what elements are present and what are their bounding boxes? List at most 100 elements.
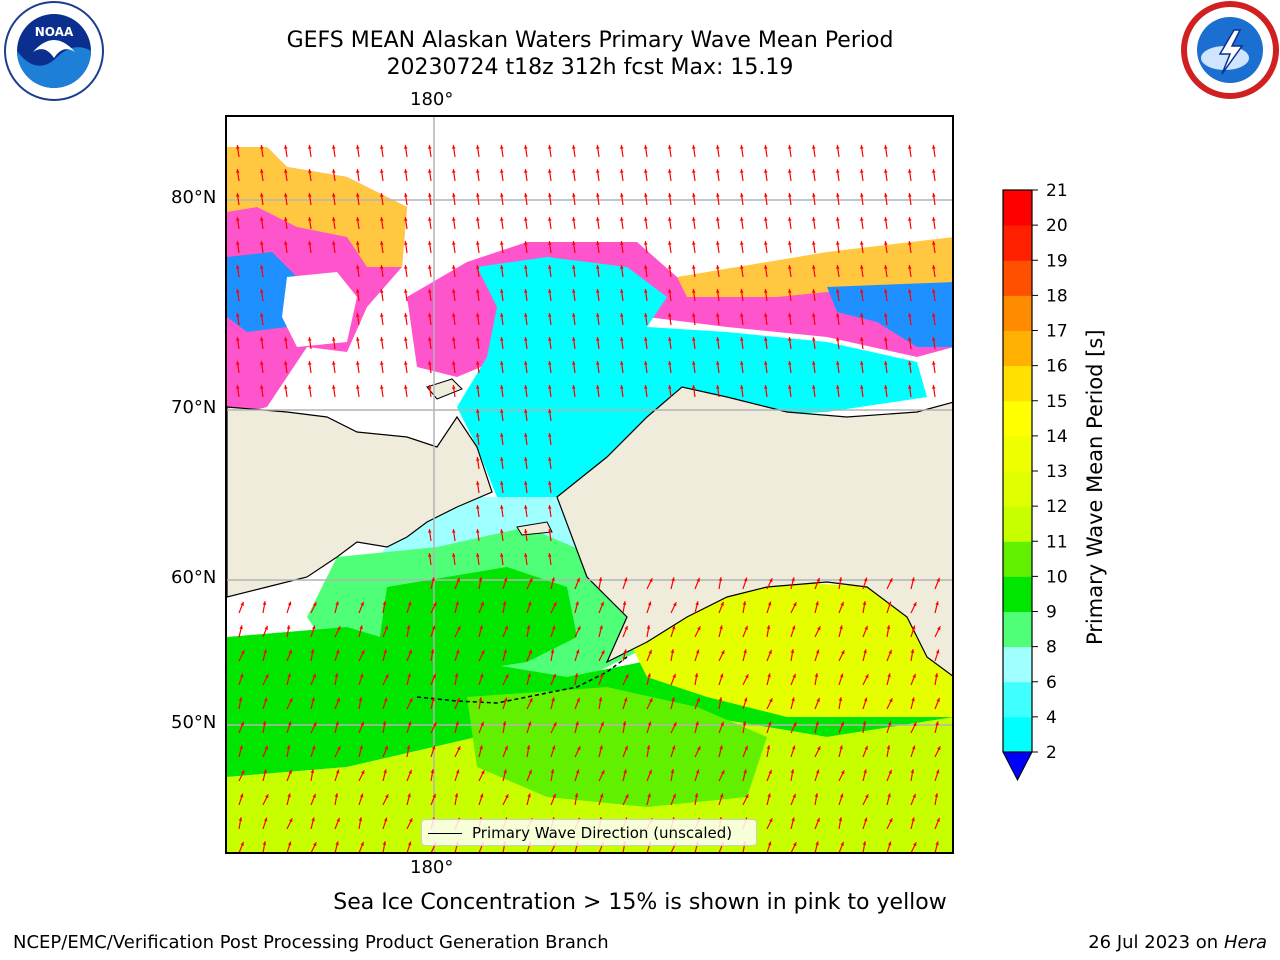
wave-arrow-head — [476, 433, 480, 437]
wave-arrow-head — [452, 289, 456, 293]
wave-arrow-head — [862, 721, 867, 726]
wave-arrow-head — [260, 241, 264, 245]
wave-arrow-head — [740, 289, 744, 293]
wave-arrow-head — [383, 649, 387, 654]
wave-arrow-head — [596, 361, 600, 365]
wave-arrow-head — [289, 698, 293, 703]
wave-arrow-head — [838, 697, 843, 702]
wave-arrow-head — [238, 817, 243, 822]
wave-arrow-head — [932, 313, 936, 317]
wave-arrow-head — [260, 265, 264, 269]
wave-arrow-head — [457, 746, 461, 751]
wave-arrow-head — [668, 217, 672, 221]
wave-arrow-head — [548, 433, 552, 437]
wave-arrow-head — [548, 457, 552, 461]
wave-arrow-head — [526, 745, 531, 750]
wave-arrow-head — [361, 770, 365, 775]
wave-arrow-head — [840, 841, 844, 846]
wave-arrow-head — [841, 770, 845, 775]
wave-arrow-head — [502, 721, 507, 726]
wave-arrow-head — [620, 361, 624, 365]
wave-arrow-head — [409, 818, 413, 823]
wave-arrow-head — [359, 793, 364, 798]
wave-arrow-head — [404, 145, 408, 149]
wave-arrow-head — [308, 145, 312, 149]
wave-arrow-head — [623, 769, 627, 774]
wave-arrow-head — [428, 169, 432, 173]
wave-arrow-head — [692, 169, 696, 173]
wave-arrow-head — [263, 817, 268, 822]
wave-arrow-head — [644, 217, 648, 221]
wave-arrow-head — [860, 217, 864, 221]
wave-arrow-head — [431, 577, 435, 582]
wave-arrow-head — [936, 697, 940, 702]
wave-arrow-head — [599, 745, 603, 750]
wave-arrow-head — [812, 217, 816, 221]
wave-arrow-head — [476, 145, 480, 149]
wave-arrow-head — [839, 745, 843, 750]
wave-arrow-head — [768, 769, 772, 774]
wave-arrow-head — [432, 793, 436, 798]
wave-arrow-head — [287, 721, 292, 726]
wave-arrow-head — [769, 578, 773, 583]
wave-arrow-head — [817, 746, 821, 751]
wave-arrow-head — [620, 145, 624, 149]
wave-arrow-head — [716, 241, 720, 245]
wave-arrow-head — [884, 385, 888, 389]
wave-arrow-head — [380, 361, 384, 365]
sea-ice-west-orange — [227, 147, 407, 267]
wave-arrow-head — [836, 289, 840, 293]
wave-arrow-head — [332, 337, 336, 341]
wave-arrow-head — [644, 337, 648, 341]
wave-arrow-head — [721, 770, 725, 775]
wave-arrow-head — [332, 145, 336, 149]
wave-arrow-head — [552, 793, 556, 798]
wave-arrow-head — [719, 793, 724, 798]
wave-arrow-head — [815, 721, 819, 726]
wave-arrow-head — [596, 385, 600, 389]
land-alaska — [556, 386, 952, 677]
colorbar-tick-label: 18 — [1046, 286, 1068, 306]
wave-arrow-head — [864, 745, 868, 750]
wave-arrow-head — [716, 361, 720, 365]
wave-arrow-head — [764, 217, 768, 221]
wave-arrow-head — [359, 673, 364, 678]
wave-arrow-head — [552, 673, 556, 678]
wave-arrow-head — [574, 673, 579, 678]
wave-arrow-head — [452, 313, 456, 317]
wave-arrow-head — [864, 625, 868, 630]
wave-arrow-head — [788, 217, 792, 221]
wave-arrow-head — [815, 649, 820, 654]
wave-arrow-head — [841, 650, 845, 655]
wave-arrow-head — [812, 265, 816, 269]
wave-arrow-head — [812, 385, 816, 389]
wave-arrow-head — [839, 625, 843, 630]
wave-arrow-head — [241, 650, 245, 655]
wave-arrow-head — [932, 217, 936, 221]
wave-arrow-head — [836, 313, 840, 317]
wave-arrow-head — [452, 217, 456, 221]
wave-arrow-head — [527, 793, 531, 798]
wave-arrow-head — [553, 722, 557, 727]
wave-arrow-head — [502, 601, 507, 606]
wave-arrow-head — [743, 697, 748, 702]
wave-arrow-head — [788, 361, 792, 365]
lat-label-50: 50°N — [171, 712, 217, 733]
wave-arrow-head — [644, 313, 648, 317]
wave-arrow-head — [236, 289, 240, 293]
wave-arrow-head — [428, 193, 432, 197]
wave-arrow-head — [932, 169, 936, 173]
wave-arrow-head — [430, 649, 435, 654]
wave-arrow-head — [572, 385, 576, 389]
wave-arrow-head — [548, 265, 552, 269]
wave-arrow-head — [407, 601, 412, 606]
wave-arrow-head — [743, 649, 747, 654]
wave-arrow-head — [764, 265, 768, 269]
colorbar-segment — [1003, 646, 1032, 683]
wave-arrow-head — [236, 361, 240, 365]
wave-arrow-head — [788, 337, 792, 341]
wave-arrow-head — [788, 385, 792, 389]
wave-arrow-head — [767, 673, 771, 678]
wave-arrow-head — [500, 241, 504, 245]
wave-arrow-head — [887, 841, 892, 846]
